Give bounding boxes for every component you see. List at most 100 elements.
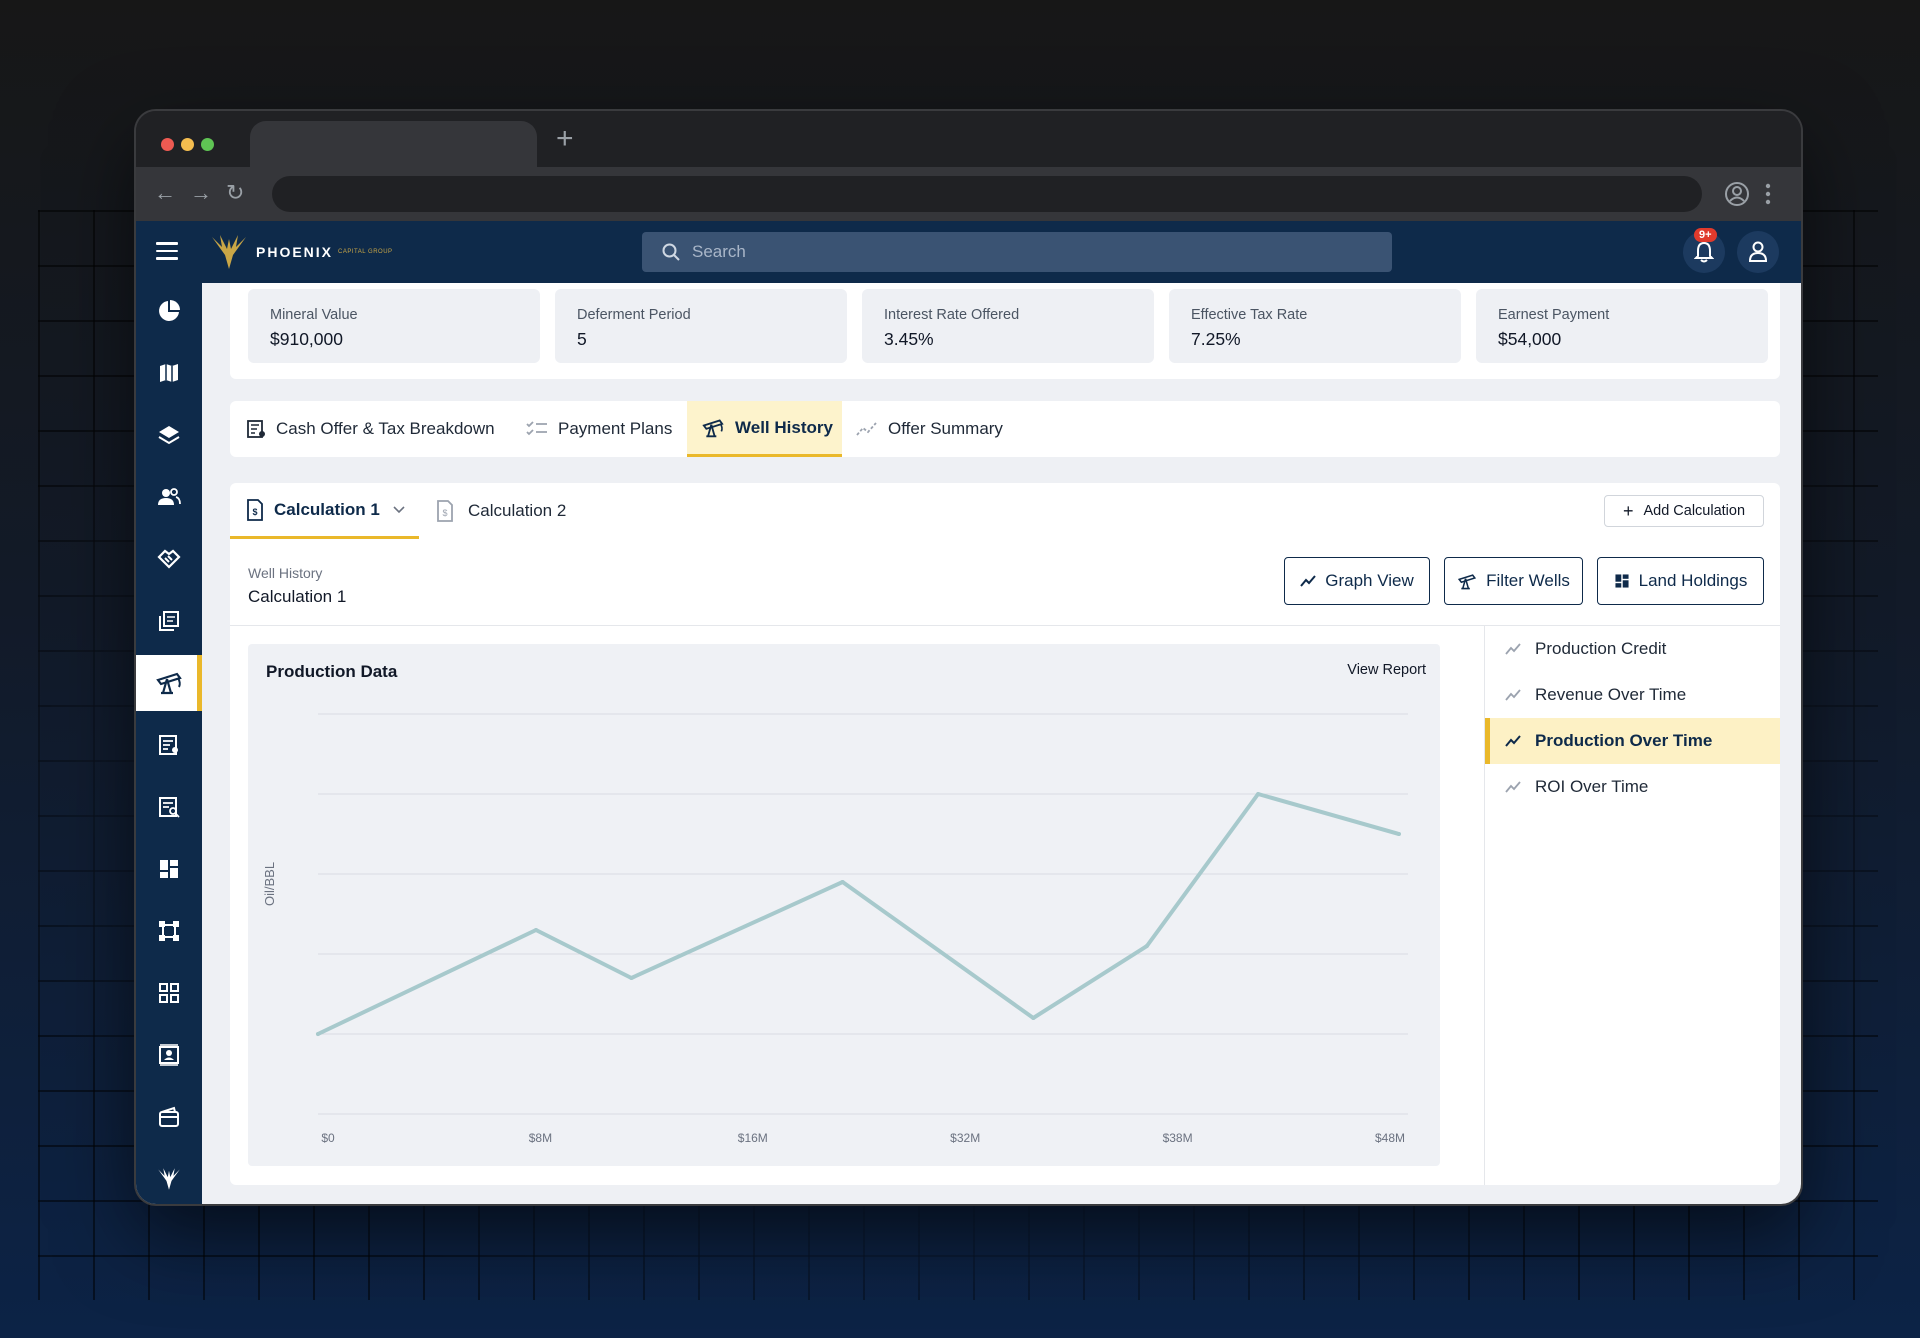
kpi-strip: Mineral Value $910,000 Deferment Period …: [230, 283, 1780, 379]
kpi-label: Effective Tax Rate: [1191, 307, 1308, 323]
data-point: [534, 928, 538, 932]
kpi-value: $54,000: [1498, 329, 1562, 349]
trend-line-icon: [1505, 689, 1521, 701]
tab-label: Calculation 1: [274, 499, 380, 519]
browser-window: + ← → ↻ PHOENIX CAPITAL GROUP: [136, 111, 1801, 1204]
land-holdings-button[interactable]: Land Holdings: [1597, 557, 1764, 605]
kpi-label: Earnest Payment: [1498, 307, 1610, 323]
oil-pump-icon: [156, 672, 182, 695]
tab-label: Cash Offer & Tax Breakdown: [276, 419, 495, 438]
back-icon[interactable]: ←: [154, 180, 176, 205]
sidebar-item-documents[interactable]: [136, 593, 202, 649]
data-point: [840, 880, 845, 884]
tab-label: Calculation 2: [468, 501, 567, 520]
tab-calculation-2[interactable]: $ Calculation 2: [436, 483, 566, 539]
main-tabs: Cash Offer & Tax Breakdown Payment Plans…: [230, 401, 1780, 457]
trend-line-icon: [1300, 575, 1316, 587]
kpi-value: 3.45%: [884, 329, 934, 349]
user-icon: [1748, 241, 1768, 262]
app: PHOENIX CAPITAL GROUP Search 9+: [136, 221, 1801, 1204]
sidebar-item-dashboard[interactable]: [136, 283, 202, 339]
tab-offer-summary[interactable]: Offer Summary: [856, 401, 1003, 457]
x-tick-label: $38M: [1163, 1131, 1193, 1145]
tab-well-history[interactable]: Well History: [687, 401, 842, 457]
kpi-label: Deferment Period: [577, 307, 691, 323]
sidebar-item-wallet[interactable]: [136, 1089, 202, 1145]
graph-view-button[interactable]: Graph View: [1284, 557, 1430, 605]
divider: [230, 625, 1780, 626]
dashboard-icon: [1615, 574, 1629, 588]
chart-option-label: ROI Over Time: [1535, 777, 1649, 796]
data-point: [1256, 792, 1261, 796]
user-menu-button[interactable]: [1737, 231, 1779, 273]
plus-icon: +: [1622, 500, 1634, 521]
x-tick-label: $32M: [950, 1131, 980, 1145]
svg-text:$: $: [252, 507, 257, 517]
tab-label: Payment Plans: [558, 419, 673, 438]
hamburger-menu-icon[interactable]: [156, 242, 178, 265]
chart-option-label: Revenue Over Time: [1535, 685, 1687, 704]
chart-option-production-over-time[interactable]: Production Over Time: [1485, 718, 1780, 764]
svg-text:$: $: [442, 508, 447, 518]
x-tick-label: $48M: [1375, 1131, 1405, 1145]
minimize-window-dot[interactable]: [181, 138, 194, 151]
sidebar-item-widgets[interactable]: [136, 841, 202, 897]
sidebar-item-search-reports[interactable]: [136, 779, 202, 835]
chevron-down-icon[interactable]: [392, 505, 406, 515]
new-tab-icon[interactable]: +: [556, 122, 574, 155]
close-window-dot[interactable]: [161, 138, 174, 151]
trend-line-icon: [1505, 781, 1521, 793]
kpi-card-effective-tax-rate: Effective Tax Rate 7.25%: [1169, 289, 1461, 363]
add-calculation-label: Add Calculation: [1643, 503, 1746, 519]
sidebar-item-contacts[interactable]: [136, 1027, 202, 1083]
forward-icon[interactable]: →: [190, 180, 212, 205]
divider: [1484, 626, 1485, 1185]
maximize-window-dot[interactable]: [201, 138, 214, 151]
browser-tabbar: +: [136, 111, 1801, 167]
sidebar-item-apps[interactable]: [136, 965, 202, 1021]
profile-icon[interactable]: [1724, 181, 1750, 207]
sidebar-item-map[interactable]: [136, 345, 202, 401]
trend-line-icon: [1505, 735, 1521, 747]
brand-logo[interactable]: PHOENIX CAPITAL GROUP: [208, 231, 393, 273]
tab-calculation-1[interactable]: $ Calculation 1: [230, 483, 419, 539]
production-chart-card: Production Data View Report Oil/BBL $0 $8…: [248, 644, 1440, 1166]
chart-option-revenue-over-time[interactable]: Revenue Over Time: [1485, 672, 1780, 718]
search-input[interactable]: Search: [642, 232, 1392, 272]
sidebar-item-users[interactable]: [136, 469, 202, 525]
phoenix-logo-icon: [212, 235, 246, 269]
section-label: Well History: [248, 565, 323, 581]
address-bar[interactable]: [272, 176, 1702, 212]
kpi-card-deferment-period: Deferment Period 5: [555, 289, 847, 363]
browser-navbar: ← → ↻: [136, 167, 1801, 221]
kebab-menu-icon[interactable]: [1764, 183, 1772, 205]
kpi-label: Mineral Value: [270, 307, 358, 323]
data-point: [629, 976, 634, 980]
chart-option-production-credit[interactable]: Production Credit: [1485, 626, 1780, 672]
data-point: [1031, 1016, 1036, 1020]
sidebar-item-reports[interactable]: [136, 717, 202, 773]
button-label: Graph View: [1325, 571, 1414, 590]
tab-cash-offer[interactable]: Cash Offer & Tax Breakdown: [246, 401, 495, 457]
browser-tab[interactable]: [250, 121, 537, 167]
sidebar-item-deals[interactable]: [136, 531, 202, 587]
sidebar-item-layers[interactable]: [136, 407, 202, 463]
chart-option-roi-over-time[interactable]: ROI Over Time: [1485, 764, 1780, 810]
oil-pump-icon: [702, 418, 724, 437]
sidebar-item-well-history[interactable]: [136, 655, 202, 711]
filter-wells-button[interactable]: Filter Wells: [1444, 557, 1583, 605]
map-icon: [160, 364, 178, 382]
notification-badge: 9+: [1694, 228, 1717, 242]
tab-label: Well History: [735, 417, 833, 437]
reload-icon[interactable]: ↻: [226, 180, 245, 205]
x-tick-label: $16M: [738, 1131, 768, 1145]
document-search-icon: [159, 797, 180, 818]
view-report-link[interactable]: View Report: [1347, 662, 1426, 678]
documents-icon: [159, 611, 179, 631]
section-title: Calculation 1: [248, 587, 347, 606]
add-calculation-button[interactable]: + Add Calculation: [1604, 495, 1764, 527]
sidebar-item-boundaries[interactable]: [136, 903, 202, 959]
sidebar-item-phoenix[interactable]: [136, 1151, 202, 1204]
handshake-icon: [157, 549, 181, 569]
tab-payment-plans[interactable]: Payment Plans: [526, 401, 672, 457]
